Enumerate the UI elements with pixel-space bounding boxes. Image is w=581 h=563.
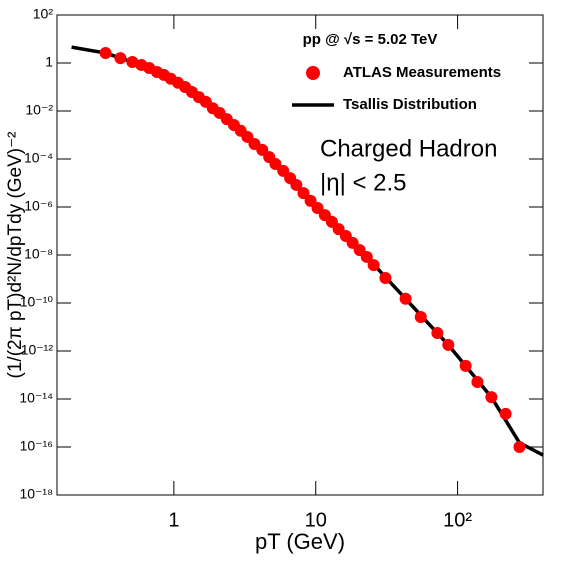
x-axis-label: pT (GeV) (255, 529, 345, 554)
x-tick-label: 10² (443, 509, 472, 531)
data-point (442, 338, 455, 351)
data-point (99, 47, 112, 60)
legend-label: ATLAS Measurements (343, 64, 501, 81)
legend-label: Tsallis Distribution (343, 96, 477, 113)
data-point (485, 391, 498, 404)
data-point (114, 52, 127, 65)
annotation: Charged Hadron (320, 135, 497, 162)
data-point (297, 187, 310, 200)
data-point (459, 359, 472, 372)
y-tick-label: 10⁻¹⁰ (20, 294, 54, 310)
y-tick-label: 1 (45, 54, 53, 70)
annotation: |η| < 2.5 (320, 169, 407, 196)
y-tick-label: 10⁻² (25, 102, 53, 118)
data-point (399, 292, 412, 305)
plot-frame (56, 14, 544, 496)
y-tick-label: 10⁻⁸ (24, 246, 53, 262)
y-axis-label: (1/(2π pT)d²N/dpTdy (GeV)⁻² (5, 132, 26, 379)
x-tick-label: 10 (305, 509, 327, 531)
data-point (379, 272, 392, 285)
y-tick-label: 10⁻¹² (21, 342, 54, 358)
data-point (414, 311, 427, 324)
legend-marker (306, 66, 320, 80)
y-tick-label: 10⁻⁴ (24, 150, 53, 166)
data-point (367, 259, 380, 272)
legend-header: pp @ √s = 5.02 TeV (303, 31, 438, 48)
data-point (360, 250, 373, 263)
data-point (269, 157, 282, 170)
y-tick-label: 10² (33, 6, 54, 22)
y-tick-label: 10⁻¹⁴ (19, 390, 53, 406)
data-point (471, 376, 484, 389)
y-tick-label: 10⁻¹⁶ (20, 438, 53, 454)
y-tick-label: 10⁻¹⁸ (19, 486, 53, 502)
data-point (499, 407, 512, 420)
y-tick-label: 10⁻⁶ (24, 198, 53, 214)
data-point (431, 327, 444, 340)
x-tick-label: 1 (168, 509, 179, 531)
data-point (513, 441, 526, 453)
data-point (290, 178, 303, 191)
